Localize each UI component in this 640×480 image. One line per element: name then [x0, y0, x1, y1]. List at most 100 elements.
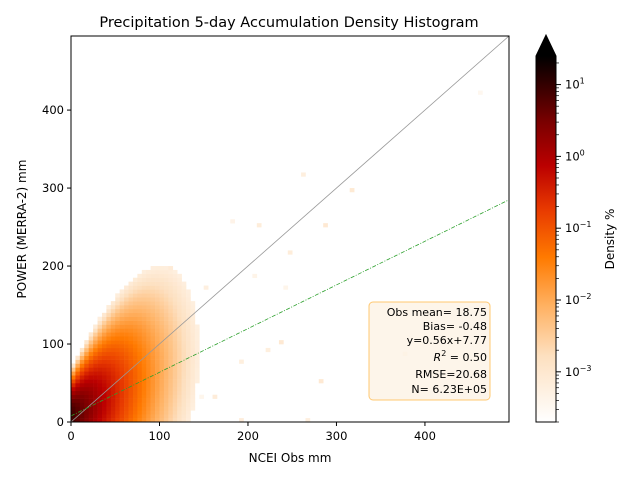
heatmap-cell	[132, 336, 138, 341]
heatmap-cell	[168, 340, 174, 345]
colorbar-tick-label: 10−2	[565, 292, 591, 307]
heatmap-cell	[124, 344, 129, 349]
heatmap-cell	[79, 359, 85, 364]
heatmap-cell	[124, 289, 129, 294]
heatmap-cell	[93, 328, 98, 333]
heatmap-cell	[150, 266, 156, 271]
heatmap-cell	[97, 347, 103, 353]
heatmap-cell	[159, 328, 165, 333]
heatmap-cell	[186, 308, 191, 314]
heatmap-cell	[186, 386, 191, 392]
heatmap-cell	[137, 289, 143, 294]
heatmap-cell	[97, 363, 103, 368]
heatmap-cell	[150, 418, 156, 422]
heatmap-cell	[168, 301, 174, 306]
heatmap-cell	[186, 340, 191, 345]
heatmap-cell	[172, 418, 178, 422]
heatmap-cell	[177, 379, 182, 384]
heatmap-cell	[141, 301, 147, 306]
heatmap-cell	[141, 340, 147, 345]
heatmap-cell	[137, 375, 143, 380]
heatmap-cell	[177, 289, 182, 294]
heatmap-cell	[163, 266, 169, 271]
heatmap-cell	[194, 359, 200, 364]
heatmap-cell	[93, 344, 98, 349]
heatmap-cell	[177, 312, 182, 318]
heatmap-cell	[163, 320, 169, 325]
heatmap-cell	[163, 414, 169, 419]
heatmap-cell	[155, 375, 160, 380]
heatmap-cell	[97, 340, 103, 345]
heatmap-cell	[478, 90, 483, 95]
heatmap-cell	[88, 347, 94, 353]
heatmap-cell	[177, 293, 182, 298]
heatmap-cell	[230, 219, 235, 224]
heatmap-cell	[132, 379, 138, 384]
heatmap-cell	[190, 359, 196, 364]
heatmap-cell	[190, 340, 196, 345]
heatmap-cell	[119, 301, 125, 306]
heatmap-cell	[71, 367, 76, 372]
heatmap-cell	[168, 324, 174, 329]
heatmap-cell	[172, 390, 178, 396]
heatmap-cell	[168, 414, 174, 419]
colorbar-gradient	[536, 56, 556, 422]
heatmap-cell	[159, 394, 165, 399]
heatmap-cell	[141, 297, 147, 302]
heatmap-cell	[168, 410, 174, 415]
heatmap-cell	[163, 398, 169, 403]
heatmap-cell	[155, 320, 160, 325]
heatmap-cell	[155, 340, 160, 345]
heatmap-cell	[119, 312, 125, 318]
heatmap-cell	[124, 402, 129, 407]
heatmap-cell	[159, 293, 165, 298]
heatmap-cell	[181, 305, 187, 310]
heatmap-cell	[155, 328, 160, 333]
heatmap-cell	[137, 390, 143, 396]
heatmap-cell	[71, 363, 76, 368]
heatmap-cell	[88, 398, 94, 403]
heatmap-cell	[172, 277, 178, 282]
heatmap-cell	[119, 336, 125, 341]
chart-title: Precipitation 5-day Accumulation Density…	[99, 15, 478, 31]
heatmap-cell	[115, 344, 120, 349]
heatmap-cell	[194, 367, 200, 372]
heatmap-cell	[186, 332, 191, 337]
heatmap-cell	[101, 367, 107, 372]
heatmap-cell	[97, 406, 103, 411]
heatmap-cell	[172, 367, 178, 372]
heatmap-cell	[128, 351, 134, 357]
heatmap-cell	[119, 410, 125, 415]
heatmap-cell	[141, 394, 147, 399]
heatmap-cell	[128, 336, 134, 341]
heatmap-cell	[146, 367, 151, 372]
heatmap-cell	[137, 308, 143, 314]
heatmap-cell	[128, 390, 134, 396]
heatmap-cell	[141, 285, 147, 290]
heatmap-cell	[115, 394, 120, 399]
heatmap-cell	[168, 371, 174, 376]
heatmap-cell	[186, 406, 191, 411]
heatmap-cell	[137, 297, 143, 302]
heatmap-cell	[141, 277, 147, 282]
heatmap-cell	[110, 336, 116, 341]
heatmap-cell	[168, 273, 174, 279]
heatmap-cell	[115, 293, 120, 298]
heatmap-cell	[159, 285, 165, 290]
heatmap-cell	[146, 344, 151, 349]
heatmap-cell	[137, 363, 143, 368]
x-tick-label: 0	[67, 429, 74, 443]
heatmap-cell	[181, 371, 187, 376]
heatmap-cell	[93, 386, 98, 392]
heatmap-cell	[155, 324, 160, 329]
heatmap-cell	[177, 371, 182, 376]
heatmap-cell	[155, 414, 160, 419]
heatmap-cell	[172, 394, 178, 399]
heatmap-cell	[159, 344, 165, 349]
heatmap-cell	[128, 285, 134, 290]
heatmap-cell	[93, 383, 98, 388]
heatmap-cell	[186, 324, 191, 329]
heatmap-cell	[97, 320, 103, 325]
heatmap-cell	[79, 351, 85, 357]
